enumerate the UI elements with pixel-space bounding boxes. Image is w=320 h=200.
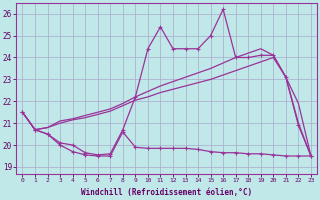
X-axis label: Windchill (Refroidissement éolien,°C): Windchill (Refroidissement éolien,°C) <box>81 188 252 197</box>
